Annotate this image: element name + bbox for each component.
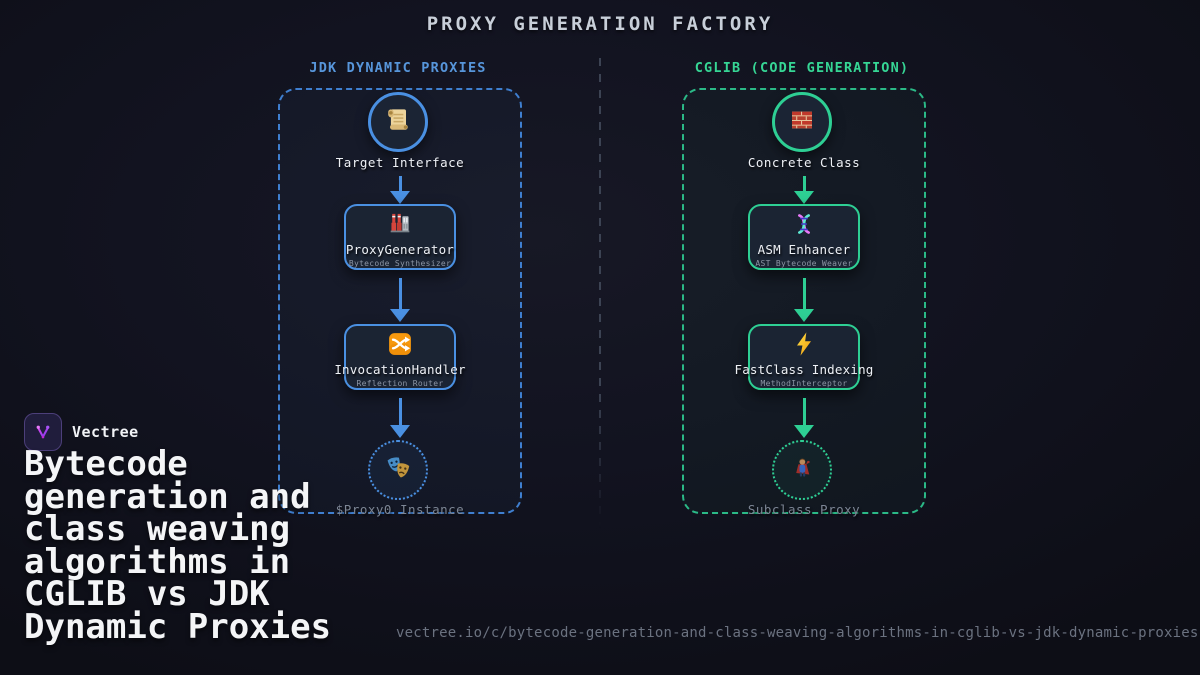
article-title-line: Bytecode [24, 444, 188, 484]
scroll-icon [382, 104, 414, 140]
node-label: FastClass Indexing [734, 362, 874, 377]
factory-icon [346, 210, 454, 238]
node-fastclass-indexing: FastClass Indexing MethodInterceptor [734, 324, 873, 390]
node-sublabel: AST Bytecode Weaver [755, 259, 853, 268]
arrow-down [684, 398, 924, 438]
node-target-interface [368, 92, 428, 152]
arrow-down [684, 176, 924, 204]
column-header-jdk: JDK DYNAMIC PROXIES [309, 60, 487, 76]
shuffle-icon [346, 330, 454, 358]
column-header-cglib: CGLIB (CODE GENERATION) [694, 60, 910, 76]
node-label: Concrete Class [747, 155, 861, 170]
article-title-line: Dynamic Proxies [24, 606, 332, 647]
brick-icon [787, 105, 817, 139]
node-sublabel: Reflection Router [356, 379, 444, 388]
node-invocationhandler: InvocationHandler Reflection Router [334, 324, 465, 390]
article-title-line: algorithms in [24, 541, 291, 582]
column-divider [599, 58, 601, 528]
brand-name: Vectree [72, 423, 139, 441]
node-proxygenerator: ProxyGenerator Bytecode Synthesizer [344, 204, 456, 270]
node-label: ASM Enhancer [757, 242, 851, 257]
arrow-down [280, 176, 520, 204]
jdk-proxies-container: Target Interface ProxyGenerator Bytecode… [278, 88, 522, 517]
article-title: Bytecode generation and class weaving al… [24, 444, 384, 647]
node-label: Subclass Proxy [747, 502, 861, 517]
node-asm-enhancer: ASM Enhancer AST Bytecode Weaver [748, 204, 860, 270]
superhero-icon [789, 455, 815, 485]
node-label: $Proxy0 Instance [335, 502, 465, 517]
node-subclass-proxy [772, 440, 832, 500]
arrow-down [684, 278, 924, 322]
node-label: InvocationHandler [334, 362, 466, 377]
brand: Vectree [24, 413, 139, 451]
lightning-icon [750, 330, 858, 358]
arrow-down [280, 398, 520, 438]
article-title-line: CGLIB vs JDK [24, 574, 270, 614]
theater-masks-icon [383, 453, 413, 487]
dna-icon [750, 210, 858, 238]
vectree-logo-icon [24, 413, 62, 451]
node-label: ProxyGenerator [345, 242, 455, 257]
page-title: PROXY GENERATION FACTORY [426, 13, 774, 35]
article-url: vectree.io/c/bytecode-generation-and-cla… [396, 625, 1199, 641]
article-title-line: class weaving [24, 509, 291, 549]
node-sublabel: Bytecode Synthesizer [348, 259, 452, 268]
node-concrete-class [772, 92, 832, 152]
article-title-line: generation and [24, 476, 311, 517]
node-label: Target Interface [335, 155, 465, 170]
cglib-container: Concrete Class ASM Enhancer AST Bytecode… [682, 88, 926, 517]
arrow-down [280, 278, 520, 322]
node-proxy0-instance [368, 440, 428, 500]
node-sublabel: MethodInterceptor [760, 379, 848, 388]
